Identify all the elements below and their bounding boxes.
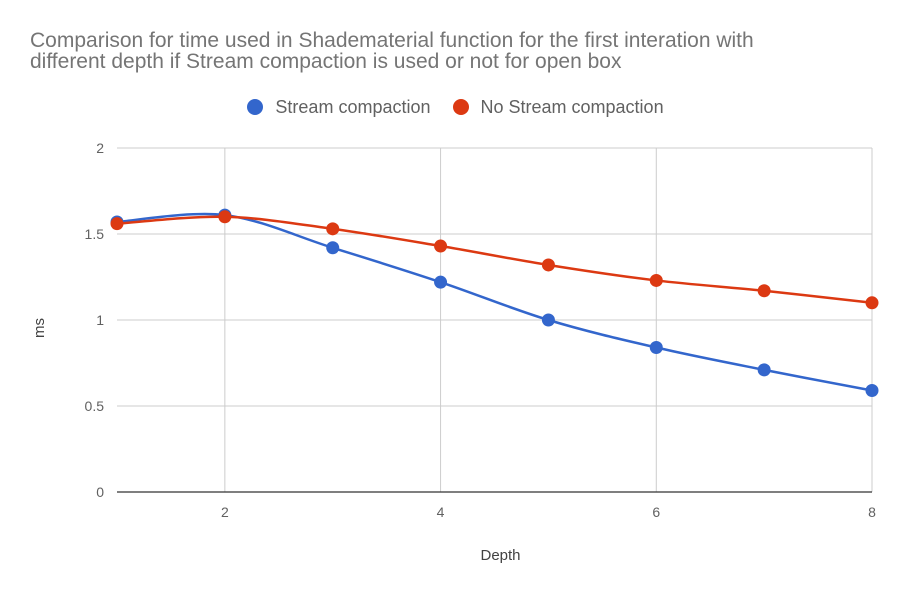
chart-legend: Stream compaction No Stream compaction <box>0 95 911 119</box>
data-point-stream-compaction <box>757 363 771 377</box>
data-point-stream-compaction <box>326 241 340 255</box>
y-tick-label: 1.5 <box>85 226 105 242</box>
legend-marker-no-stream-compaction <box>452 99 469 115</box>
legend-marker-stream-compaction <box>247 99 264 115</box>
data-point-no-stream-compaction <box>757 284 771 298</box>
x-tick-label: 8 <box>868 504 876 520</box>
data-point-stream-compaction <box>865 384 879 398</box>
data-point-no-stream-compaction <box>218 210 232 224</box>
legend-label-stream-compaction: Stream compaction <box>275 96 431 117</box>
legend-item-stream-compaction[interactable]: Stream compaction <box>247 96 431 118</box>
y-axis-title: ms <box>31 318 48 338</box>
data-point-no-stream-compaction <box>541 258 555 272</box>
series-line-stream-compaction <box>116 212 873 392</box>
y-tick-label: 0.5 <box>85 398 105 414</box>
data-point-stream-compaction <box>541 313 555 327</box>
y-tick-label: 2 <box>96 140 104 156</box>
data-point-no-stream-compaction <box>326 222 340 236</box>
series-line-no-stream-compaction <box>116 215 873 305</box>
chart-title: Comparison for time used in Shademateria… <box>30 30 890 72</box>
legend-label-no-stream-compaction: No Stream compaction <box>480 96 664 117</box>
y-tick-label: 1 <box>96 312 104 328</box>
x-tick-label: 4 <box>437 504 445 520</box>
x-axis-title: Depth <box>480 547 520 564</box>
legend-item-no-stream-compaction[interactable]: No Stream compaction <box>452 96 664 118</box>
chart-title-line-2: different depth if Stream compaction is … <box>30 50 622 73</box>
data-point-stream-compaction <box>434 275 448 289</box>
data-point-no-stream-compaction <box>434 239 448 253</box>
x-tick-label: 2 <box>221 504 229 520</box>
y-tick-label: 0 <box>96 484 104 500</box>
data-point-stream-compaction <box>649 341 663 355</box>
data-point-no-stream-compaction <box>110 217 124 231</box>
x-tick-label: 6 <box>652 504 660 520</box>
data-point-no-stream-compaction <box>865 296 879 310</box>
chart-title-line-1: Comparison for time used in Shademateria… <box>30 29 754 52</box>
data-point-no-stream-compaction <box>649 273 663 287</box>
